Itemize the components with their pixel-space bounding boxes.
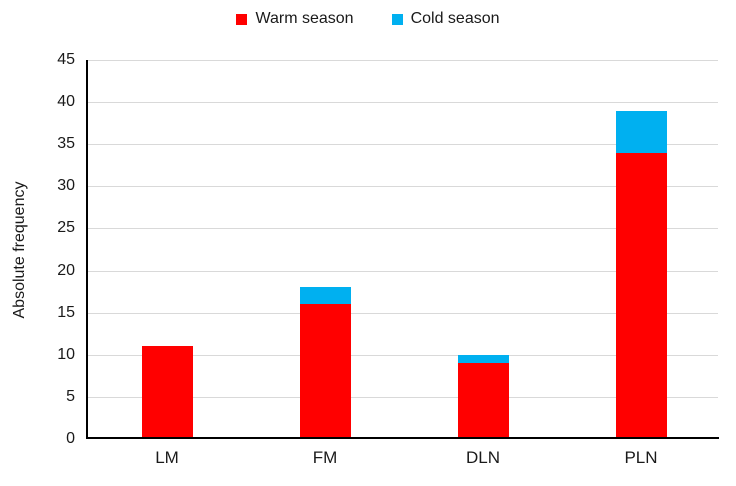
bar-segment-warm-season-fm	[299, 304, 351, 439]
bar-segment-warm-season-dln	[457, 363, 509, 439]
gridline	[88, 144, 718, 146]
legend-item-warm-season: Warm season	[236, 8, 354, 30]
y-tick-label: 30	[57, 177, 75, 195]
gridline	[88, 312, 718, 314]
gridline	[88, 60, 718, 61]
y-tick-label: 20	[57, 261, 75, 279]
y-tick-label: 0	[66, 430, 75, 447]
gridline	[88, 102, 718, 104]
x-axis-line	[86, 437, 719, 439]
warm-season-swatch-icon	[236, 13, 248, 25]
chart-legend: Warm season Cold season	[0, 8, 736, 30]
legend-label-cold-season: Cold season	[410, 10, 500, 27]
gridline	[88, 396, 718, 398]
x-axis-category-labels: LM FM DLN PLN	[86, 448, 718, 472]
bar-segment-cold-season-dln	[457, 354, 509, 364]
y-tick-label: 35	[57, 135, 75, 153]
gridline	[88, 228, 718, 230]
x-category-label-dln: DLN	[465, 448, 500, 467]
cold-season-swatch-icon	[391, 13, 403, 25]
y-tick-label: 15	[57, 303, 75, 321]
y-axis-line	[86, 60, 88, 439]
bar-segment-cold-season-fm	[299, 287, 351, 305]
bar-segment-cold-season-pln	[615, 110, 667, 153]
y-axis-tick-labels: 0 5 10 15 20 25 30 35 40 45	[0, 51, 75, 447]
gridline	[88, 270, 718, 272]
gridline	[88, 186, 718, 188]
y-tick-label: 45	[57, 51, 75, 68]
gridline	[88, 354, 718, 356]
y-tick-label: 40	[57, 93, 75, 111]
y-tick-label: 10	[57, 345, 75, 363]
plot-area	[86, 60, 718, 439]
x-category-label-fm: FM	[312, 448, 338, 467]
legend-item-cold-season: Cold season	[391, 8, 500, 30]
y-tick-label: 5	[66, 387, 75, 405]
legend-label-warm-season: Warm season	[255, 10, 354, 27]
y-tick-label: 25	[57, 219, 75, 237]
x-category-label-lm: LM	[155, 448, 179, 467]
bar-segment-warm-season-pln	[615, 152, 667, 439]
x-category-label-pln: PLN	[624, 448, 658, 467]
bar-segment-warm-season-lm	[141, 346, 193, 439]
